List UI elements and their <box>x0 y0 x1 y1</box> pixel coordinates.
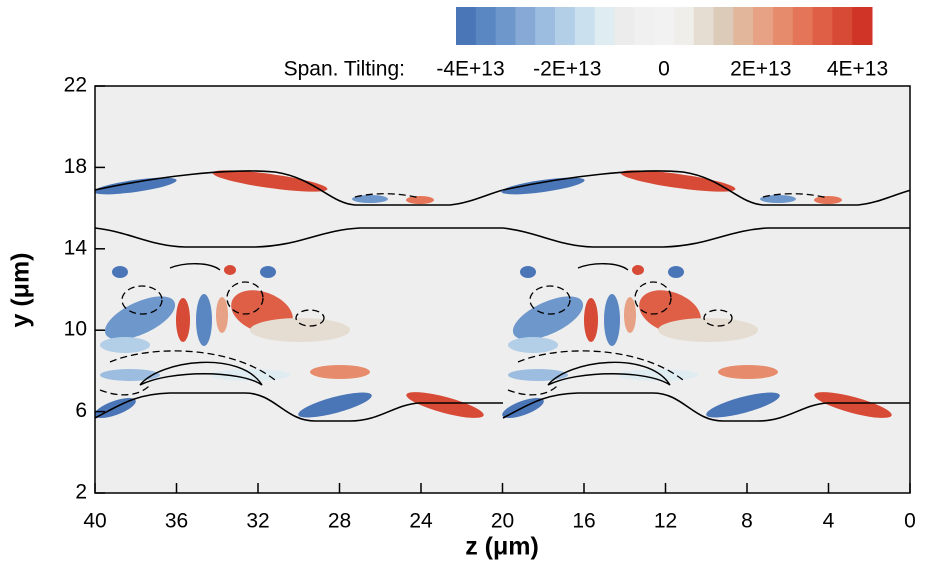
colorbar-swatch <box>772 7 794 45</box>
colorbar-tick-label: -4E+13 <box>436 58 504 81</box>
colorbar-swatch <box>535 7 556 45</box>
colorbar-swatch <box>832 7 853 45</box>
x-tick-label: 36 <box>165 510 188 533</box>
x-tick-label: 0 <box>904 510 916 533</box>
colorbar-swatch <box>634 7 655 45</box>
colorbar-tick-label: 2E+13 <box>730 58 791 81</box>
y-tick-label: 6 <box>75 399 87 422</box>
y-tick-label: 14 <box>64 236 88 259</box>
colorbar-swatch <box>654 7 675 45</box>
colorbar-swatch <box>456 7 477 45</box>
x-tick-label: 4 <box>823 510 835 533</box>
field-cell <box>907 165 910 424</box>
colorbar-swatch <box>713 7 734 45</box>
y-tick-label: 22 <box>64 74 87 97</box>
x-tick-label: 40 <box>83 510 106 533</box>
colorbar-tick-label: -2E+13 <box>533 58 601 81</box>
y-tick-label: 2 <box>75 481 87 504</box>
colorbar-swatch <box>515 7 536 45</box>
y-axis-label: y (μm) <box>7 252 35 327</box>
x-tick-label: 28 <box>328 510 351 533</box>
colorbar-swatch <box>475 7 497 45</box>
colorbar-tick-label: 0 <box>658 58 670 81</box>
plot-background <box>95 86 910 493</box>
x-axis-label: z (μm) <box>465 533 539 561</box>
x-tick-label: 16 <box>572 510 595 533</box>
colorbar-tick-label: 4E+13 <box>827 58 888 81</box>
colorbar-swatch <box>614 7 635 45</box>
colorbar-swatch <box>673 7 695 45</box>
colorbar-swatch <box>852 7 873 45</box>
colorbar-swatch <box>574 7 596 45</box>
colorbar-label: Span. Tilting: <box>284 58 405 81</box>
y-tick-label: 18 <box>64 155 87 178</box>
colorbar-swatch <box>733 7 754 45</box>
x-tick-label: 24 <box>409 510 433 533</box>
colorbar-swatch <box>753 7 774 45</box>
colorbar-swatch <box>594 7 615 45</box>
x-tick-label: 8 <box>741 510 753 533</box>
colorbar-swatch <box>693 7 715 45</box>
x-tick-label: 12 <box>654 510 677 533</box>
colorbar-swatch <box>812 7 833 45</box>
colorbar-swatch <box>495 7 516 45</box>
y-tick-label: 10 <box>64 318 87 341</box>
colorbar-swatch <box>555 7 576 45</box>
x-tick-label: 20 <box>491 510 514 533</box>
colorbar-swatch <box>792 7 814 45</box>
x-tick-label: 32 <box>246 510 269 533</box>
